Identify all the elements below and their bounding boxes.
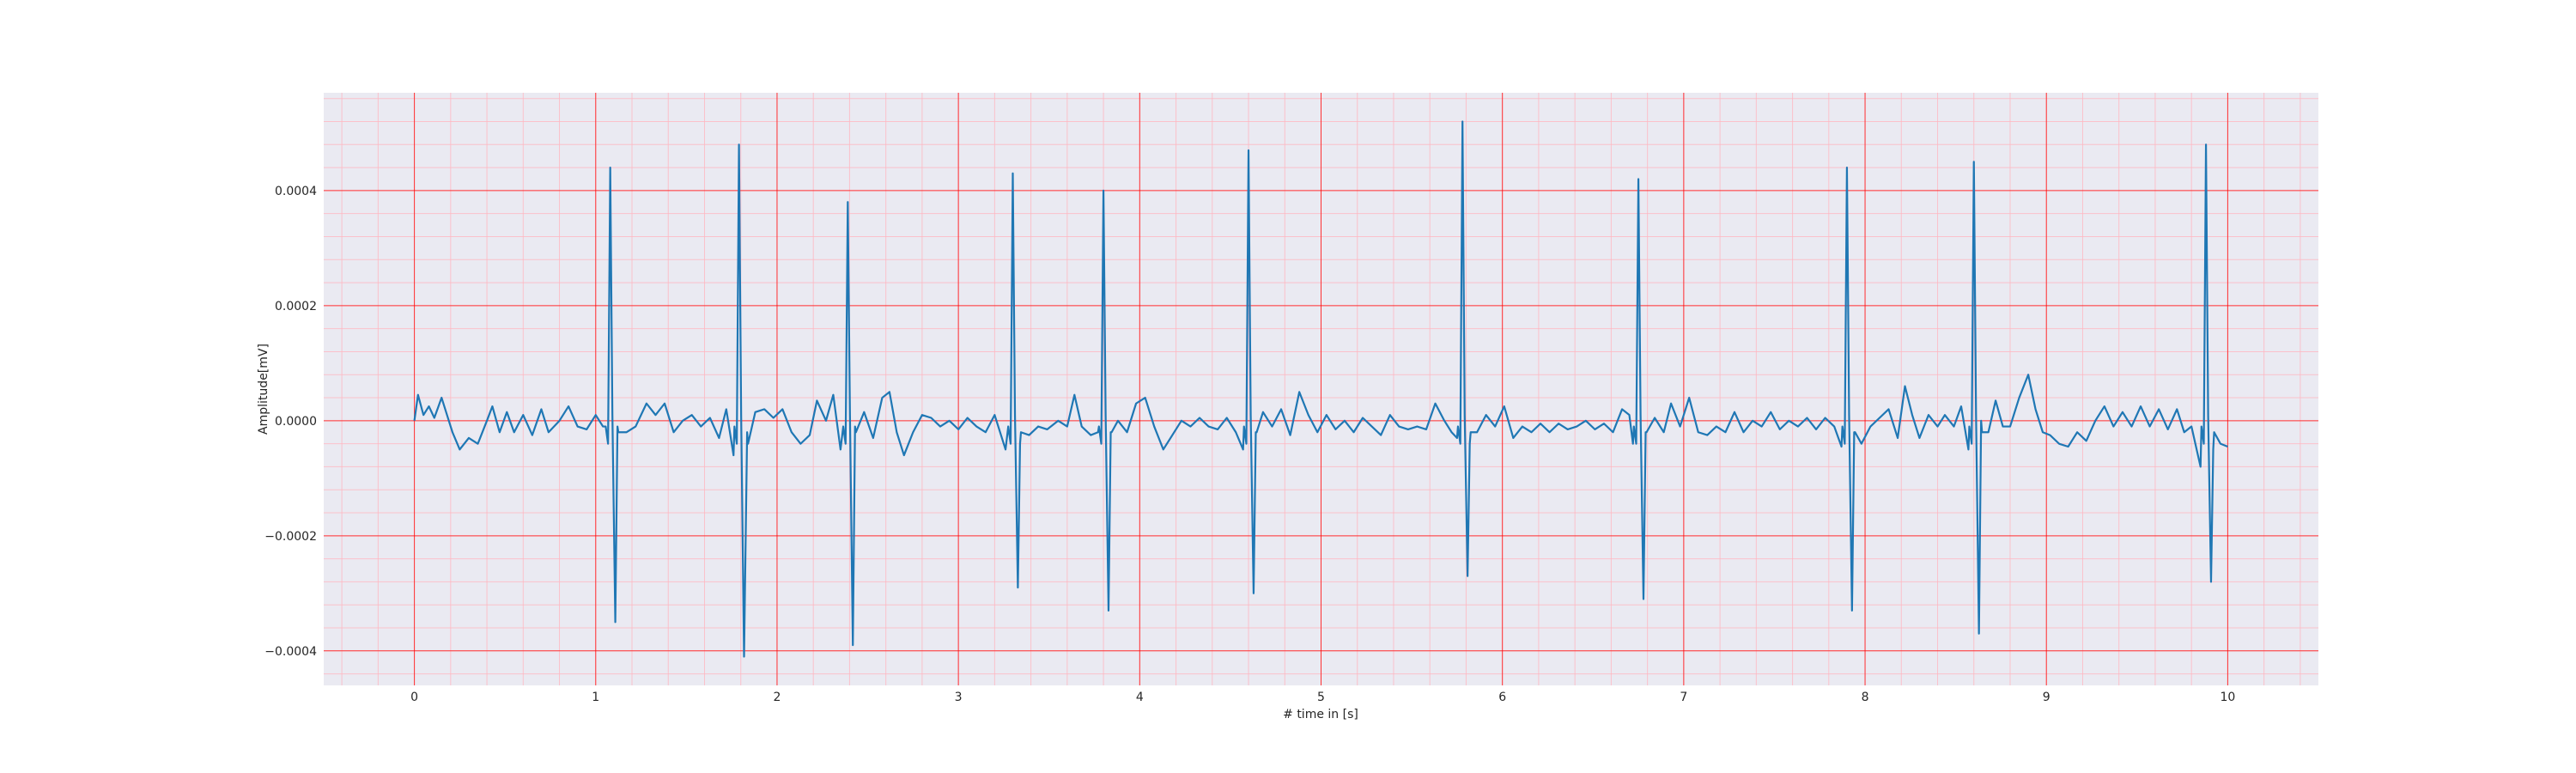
x-tick-label: 4 bbox=[1136, 691, 1144, 704]
x-tick-label: 2 bbox=[773, 691, 781, 704]
y-tick-label: 0.0000 bbox=[275, 415, 317, 429]
x-tick-label: 10 bbox=[2220, 691, 2235, 704]
x-tick-label: 5 bbox=[1317, 691, 1325, 704]
x-tick-label: 1 bbox=[592, 691, 599, 704]
x-tick-label: 9 bbox=[2043, 691, 2050, 704]
x-tick-labels: 0 1 2 3 4 5 6 7 8 9 10 bbox=[410, 691, 2235, 704]
ecg-signal-line bbox=[413, 120, 2228, 658]
x-axis-label: # time in [s] bbox=[1283, 708, 1358, 721]
x-tick-label: 8 bbox=[1862, 691, 1869, 704]
x-tick-label: 6 bbox=[1498, 691, 1506, 704]
y-tick-labels: −0.0004 −0.0002 0.0000 0.0002 0.0004 bbox=[264, 185, 317, 659]
x-tick-label: 7 bbox=[1680, 691, 1687, 704]
y-tick-label: −0.0002 bbox=[264, 530, 317, 544]
x-tick-label: 3 bbox=[955, 691, 963, 704]
y-tick-label: −0.0004 bbox=[264, 645, 317, 659]
y-tick-label: 0.0004 bbox=[275, 185, 317, 198]
y-tick-label: 0.0002 bbox=[275, 300, 317, 313]
major-grid bbox=[324, 93, 2318, 685]
x-tick-label: 0 bbox=[410, 691, 418, 704]
y-axis-label: Amplitude[mV] bbox=[257, 344, 270, 435]
